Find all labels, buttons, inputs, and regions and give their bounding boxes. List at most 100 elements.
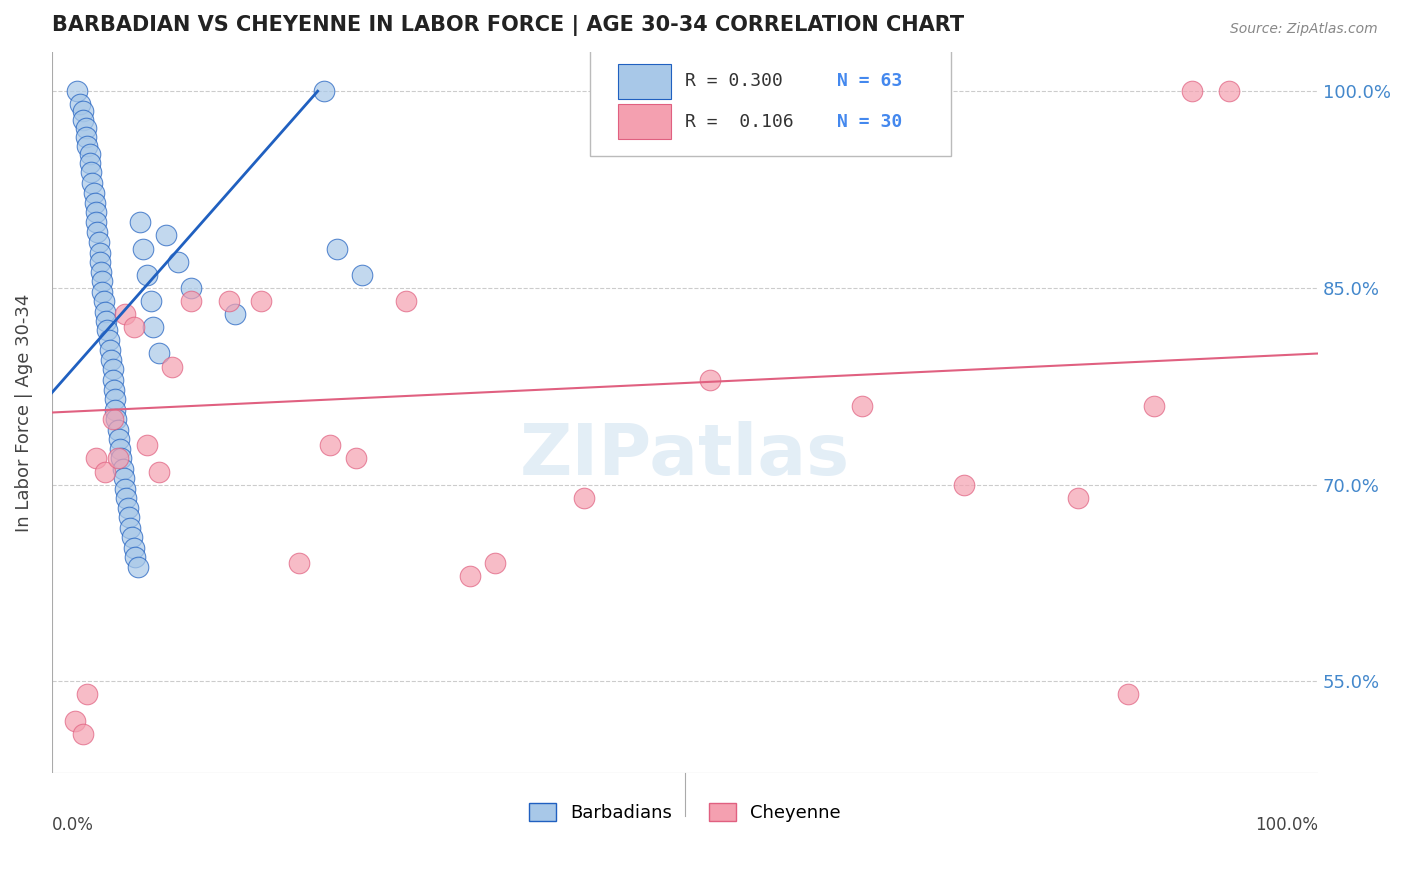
Point (148, 465, 170, 479)
Point (104, 392, 127, 407)
Point (111, 462, 134, 476)
Point (96, 323, 118, 337)
Point (80, 165, 103, 179)
Point (76, 139, 98, 153)
Point (129, 215, 152, 229)
Point (96, 314, 118, 328)
Text: N = 63: N = 63 (837, 72, 903, 90)
Point (94, 465, 117, 479)
Point (112, 471, 135, 485)
Point (135, 438, 157, 452)
Point (72, 727, 94, 741)
Point (69, 97, 91, 112)
Point (83, 195, 105, 210)
Point (110, 451, 132, 466)
Point (90, 265, 112, 279)
Point (344, 451, 367, 466)
Text: R = 0.300: R = 0.300 (685, 72, 783, 90)
Legend: Barbadians, Cheyenne: Barbadians, Cheyenne (522, 796, 848, 829)
Point (224, 307, 246, 321)
Point (98, 343, 121, 357)
Point (167, 254, 190, 268)
Point (97, 334, 120, 348)
Text: R =  0.106: R = 0.106 (685, 112, 794, 131)
Text: ZIPatlas: ZIPatlas (520, 421, 851, 491)
Point (107, 423, 129, 437)
Point (1116, 688, 1139, 702)
Point (249, 293, 271, 308)
Point (84, 451, 107, 466)
Point (458, 569, 481, 583)
Point (287, 557, 309, 571)
Point (1180, 84, 1202, 98)
Point (105, 412, 128, 426)
Text: 100.0%: 100.0% (1256, 816, 1319, 835)
Point (117, 501, 139, 516)
FancyBboxPatch shape (617, 64, 671, 99)
Point (75, 120, 97, 135)
Point (101, 412, 124, 426)
Point (124, 549, 146, 564)
Point (66, 84, 89, 98)
Point (108, 442, 131, 457)
Point (101, 373, 124, 387)
Point (87, 235, 110, 249)
Point (127, 560, 149, 574)
Point (132, 242, 155, 256)
Point (108, 432, 131, 446)
Point (103, 383, 125, 397)
Point (89, 254, 111, 268)
Point (952, 477, 974, 491)
Point (91, 274, 114, 288)
Point (180, 281, 202, 295)
Point (94, 304, 117, 318)
Point (319, 438, 342, 452)
Point (122, 541, 145, 555)
FancyBboxPatch shape (591, 45, 950, 156)
Point (218, 293, 240, 308)
Point (180, 293, 202, 308)
Point (1218, 84, 1240, 98)
Point (1142, 399, 1164, 413)
Text: Source: ZipAtlas.com: Source: ZipAtlas.com (1230, 22, 1378, 37)
Point (121, 530, 143, 544)
Point (122, 320, 145, 334)
Point (75, 130, 97, 145)
Point (135, 268, 157, 282)
Point (79, 147, 101, 161)
Point (63, 714, 86, 728)
Point (115, 491, 138, 505)
Point (86, 225, 108, 239)
Point (83, 186, 105, 201)
Point (155, 228, 177, 243)
Point (101, 362, 124, 376)
Point (142, 320, 165, 334)
Point (82, 176, 104, 190)
Point (104, 403, 127, 417)
Point (89, 245, 111, 260)
Point (76, 688, 98, 702)
Point (72, 113, 94, 128)
Point (91, 285, 114, 299)
Point (1066, 491, 1088, 505)
Text: 0.0%: 0.0% (52, 816, 94, 835)
Text: BARBADIAN VS CHEYENNE IN LABOR FORCE | AGE 30-34 CORRELATION CHART: BARBADIAN VS CHEYENNE IN LABOR FORCE | A… (52, 15, 965, 36)
Point (118, 510, 141, 524)
FancyBboxPatch shape (617, 104, 671, 139)
Point (484, 557, 506, 571)
Point (851, 399, 873, 413)
Point (572, 491, 595, 505)
Point (350, 268, 373, 282)
Point (699, 373, 721, 387)
Point (395, 293, 418, 308)
Point (107, 451, 129, 466)
Text: N = 30: N = 30 (837, 112, 903, 131)
Point (325, 242, 347, 256)
Point (84, 215, 107, 229)
Point (100, 353, 122, 368)
Point (72, 103, 94, 118)
Point (120, 521, 142, 535)
Point (114, 307, 136, 321)
Point (312, 84, 335, 98)
Point (84, 204, 107, 219)
